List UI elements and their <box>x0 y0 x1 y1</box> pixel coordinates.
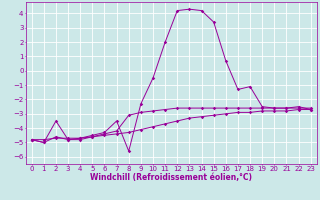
X-axis label: Windchill (Refroidissement éolien,°C): Windchill (Refroidissement éolien,°C) <box>90 173 252 182</box>
